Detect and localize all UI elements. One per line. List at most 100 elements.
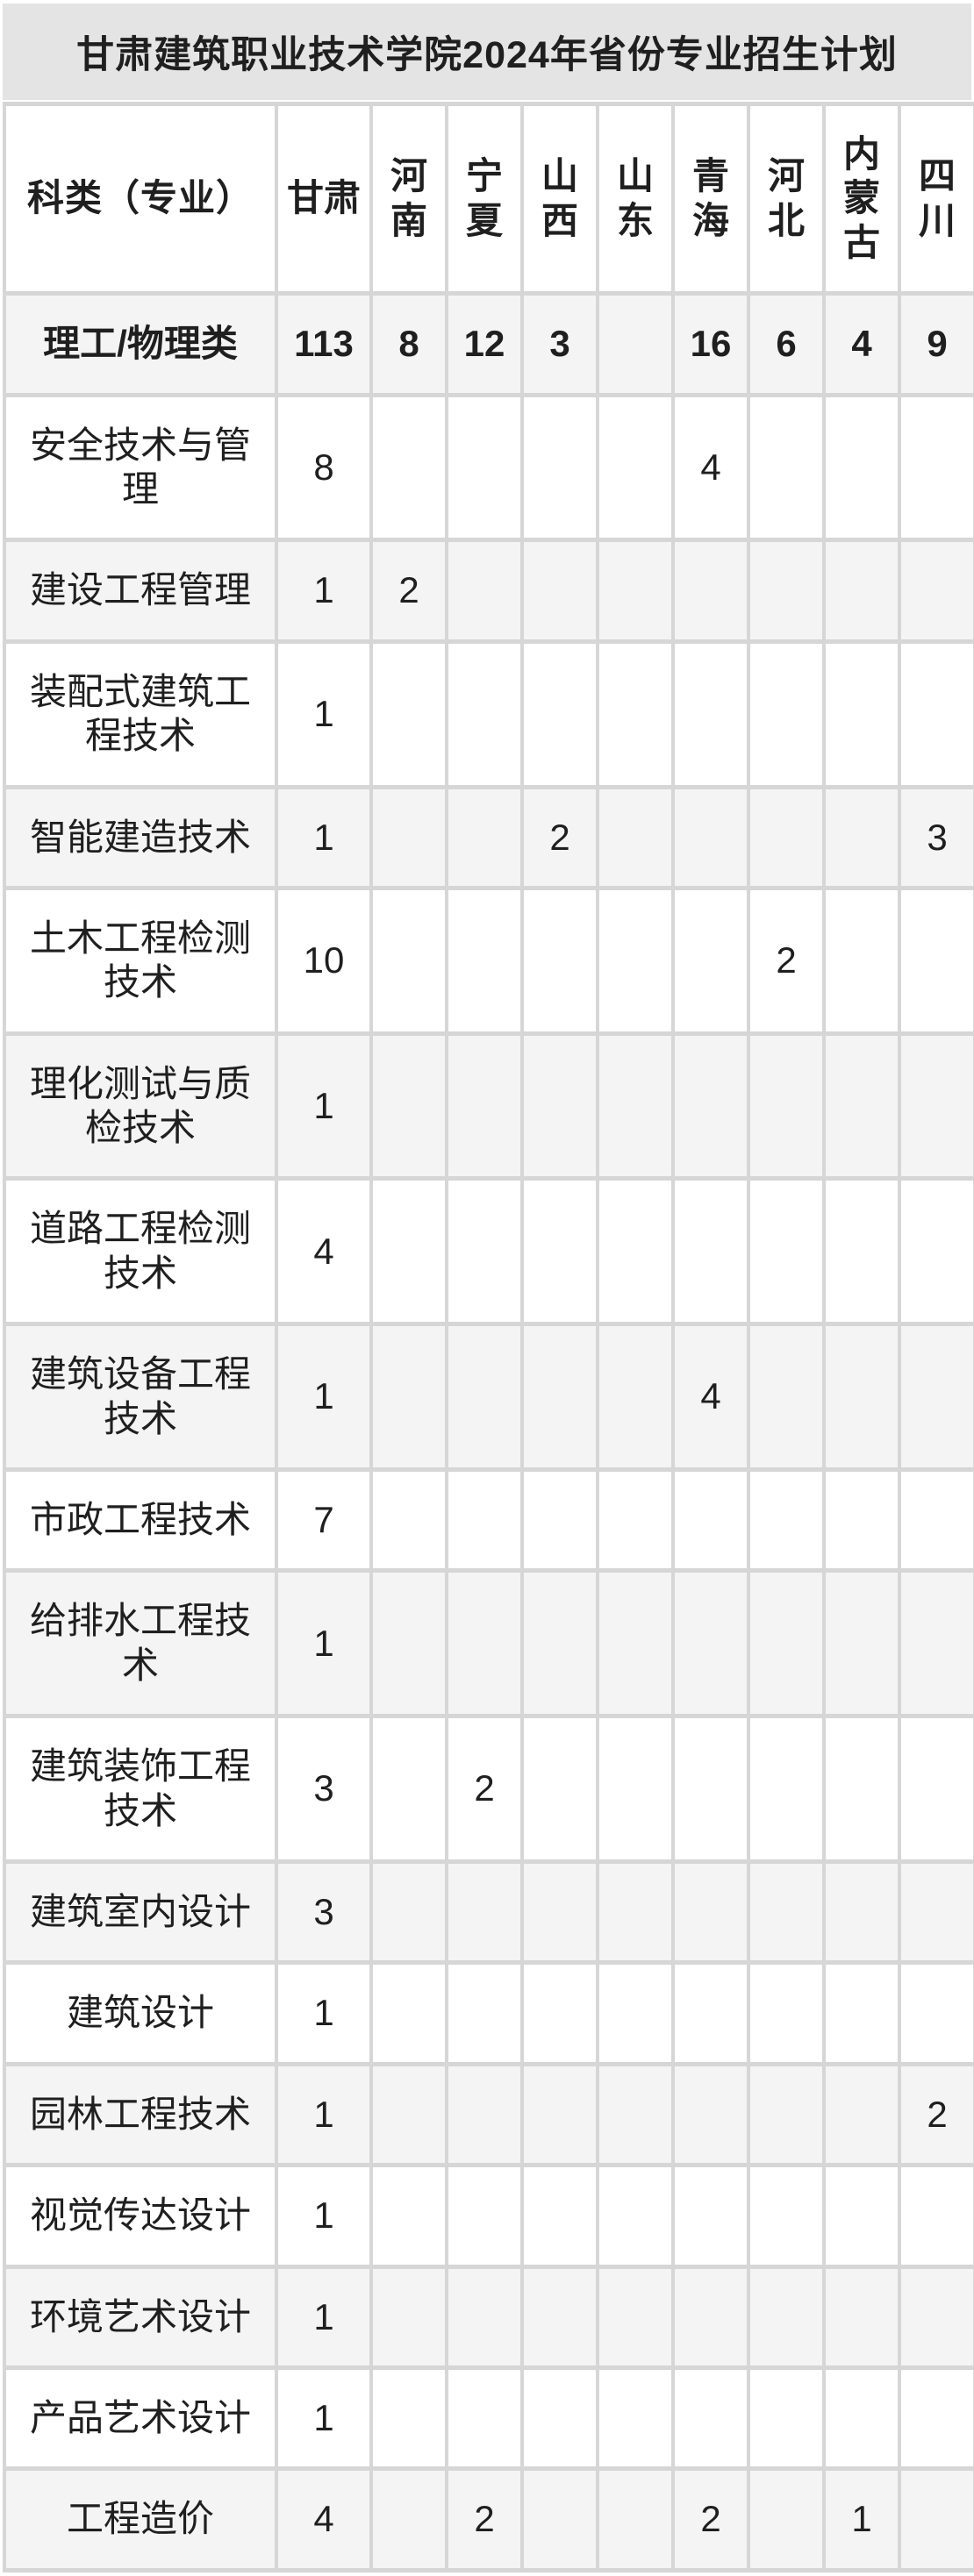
plan-count-cell — [750, 1573, 822, 1715]
plan-count-cell: 4 — [675, 396, 747, 539]
plan-count-cell: 2 — [448, 2471, 520, 2568]
plan-count-cell — [826, 1965, 898, 2062]
major-label: 建筑装饰工程技术 — [6, 1718, 275, 1859]
plan-count-cell — [750, 2471, 822, 2568]
column-header-category: 科类（专业） — [6, 106, 275, 292]
plan-count-cell — [750, 2167, 822, 2265]
plan-count-cell — [373, 2268, 445, 2365]
plan-count-cell — [675, 1718, 747, 1859]
major-label: 环境艺术设计 — [6, 2268, 275, 2365]
plan-count-cell — [901, 889, 973, 1031]
plan-count-cell: 6 — [750, 296, 822, 393]
enrollment-plan-table: 科类（专业） 甘肃 河南 宁夏 山西 山东 青海 河北 内蒙古 四川 理工/物理类 113 8 12 3… — [3, 102, 974, 2572]
plan-count-cell — [750, 396, 822, 539]
table-row: 建筑设备工程技术 1 4 — [6, 1326, 973, 1468]
plan-count-cell — [448, 2167, 520, 2265]
plan-count-cell — [373, 2167, 445, 2265]
plan-count-cell — [901, 1472, 973, 1569]
plan-count-cell — [750, 1181, 822, 1323]
plan-count-cell — [675, 788, 747, 886]
plan-count-cell — [448, 1965, 520, 2062]
table-row: 工程造价 4 2 2 1 — [6, 2471, 973, 2568]
plan-count-cell — [901, 2471, 973, 2568]
plan-count-cell — [524, 2066, 596, 2164]
plan-count-cell — [599, 2066, 671, 2164]
plan-count-cell — [448, 2369, 520, 2467]
plan-count-cell — [750, 1035, 822, 1177]
major-label: 建设工程管理 — [6, 542, 275, 639]
plan-count-cell — [599, 1718, 671, 1859]
plan-count-cell — [599, 2167, 671, 2265]
plan-count-cell: 3 — [278, 1863, 369, 1961]
plan-count-cell — [675, 1181, 747, 1323]
plan-count-cell — [675, 2369, 747, 2467]
plan-count-cell — [901, 2268, 973, 2365]
major-label: 市政工程技术 — [6, 1472, 275, 1569]
column-header-province: 青海 — [675, 106, 747, 292]
plan-count-cell — [750, 1472, 822, 1569]
plan-count-cell — [901, 1326, 973, 1468]
plan-count-cell — [901, 1863, 973, 1961]
table-row: 智能建造技术 1 2 3 — [6, 788, 973, 886]
page-title: 甘肃建筑职业技术学院2024年省份专业招生计划 — [3, 4, 971, 100]
plan-count-cell: 4 — [826, 296, 898, 393]
major-label: 视觉传达设计 — [6, 2167, 275, 2265]
plan-count-cell — [826, 396, 898, 539]
plan-count-cell — [373, 2066, 445, 2164]
table-row: 园林工程技术 1 2 — [6, 2066, 973, 2164]
plan-count-cell: 3 — [524, 296, 596, 393]
table-row: 市政工程技术 7 — [6, 1472, 973, 1569]
plan-count-cell — [524, 1573, 596, 1715]
table-row: 装配式建筑工程技术 1 — [6, 643, 973, 785]
plan-count-cell — [901, 1718, 973, 1859]
plan-count-cell — [750, 2369, 822, 2467]
plan-count-cell — [750, 643, 822, 785]
plan-count-cell — [826, 1573, 898, 1715]
major-label: 工程造价 — [6, 2471, 275, 2568]
plan-count-cell: 3 — [901, 788, 973, 886]
plan-count-cell: 1 — [278, 2066, 369, 2164]
plan-count-cell — [448, 1035, 520, 1177]
plan-count-cell: 1 — [278, 1035, 369, 1177]
plan-count-cell — [524, 2167, 596, 2265]
plan-count-cell — [901, 1965, 973, 2062]
table-row: 道路工程检测技术 4 — [6, 1181, 973, 1323]
plan-count-cell: 3 — [278, 1718, 369, 1859]
plan-count-cell — [826, 889, 898, 1031]
plan-count-cell — [448, 1863, 520, 1961]
plan-count-cell — [750, 1326, 822, 1468]
plan-count-cell: 1 — [278, 2167, 369, 2265]
plan-count-cell — [826, 542, 898, 639]
plan-count-cell: 8 — [373, 296, 445, 393]
plan-count-cell — [599, 1965, 671, 2062]
plan-count-cell: 1 — [278, 643, 369, 785]
plan-count-cell: 12 — [448, 296, 520, 393]
table-row: 给排水工程技术 1 — [6, 1573, 973, 1715]
plan-count-cell — [373, 1863, 445, 1961]
plan-count-cell — [599, 396, 671, 539]
plan-count-cell — [599, 889, 671, 1031]
plan-count-cell: 16 — [675, 296, 747, 393]
plan-count-cell — [826, 2268, 898, 2365]
plan-count-cell — [373, 2471, 445, 2568]
plan-count-cell — [675, 889, 747, 1031]
plan-count-cell — [524, 889, 596, 1031]
column-header-province: 宁夏 — [448, 106, 520, 292]
plan-count-cell — [599, 1472, 671, 1569]
plan-count-cell — [448, 788, 520, 886]
plan-count-cell — [750, 788, 822, 886]
plan-count-cell — [448, 2268, 520, 2365]
plan-count-cell: 2 — [448, 1718, 520, 1859]
plan-count-cell: 9 — [901, 296, 973, 393]
plan-count-cell — [373, 788, 445, 886]
plan-count-cell: 1 — [826, 2471, 898, 2568]
major-label: 理工/物理类 — [6, 296, 275, 393]
plan-count-cell — [373, 889, 445, 1031]
major-label: 园林工程技术 — [6, 2066, 275, 2164]
plan-count-cell — [675, 2268, 747, 2365]
column-header-province: 甘肃 — [278, 106, 369, 292]
plan-count-cell — [524, 2268, 596, 2365]
plan-count-cell — [524, 1472, 596, 1569]
plan-count-cell — [448, 2066, 520, 2164]
